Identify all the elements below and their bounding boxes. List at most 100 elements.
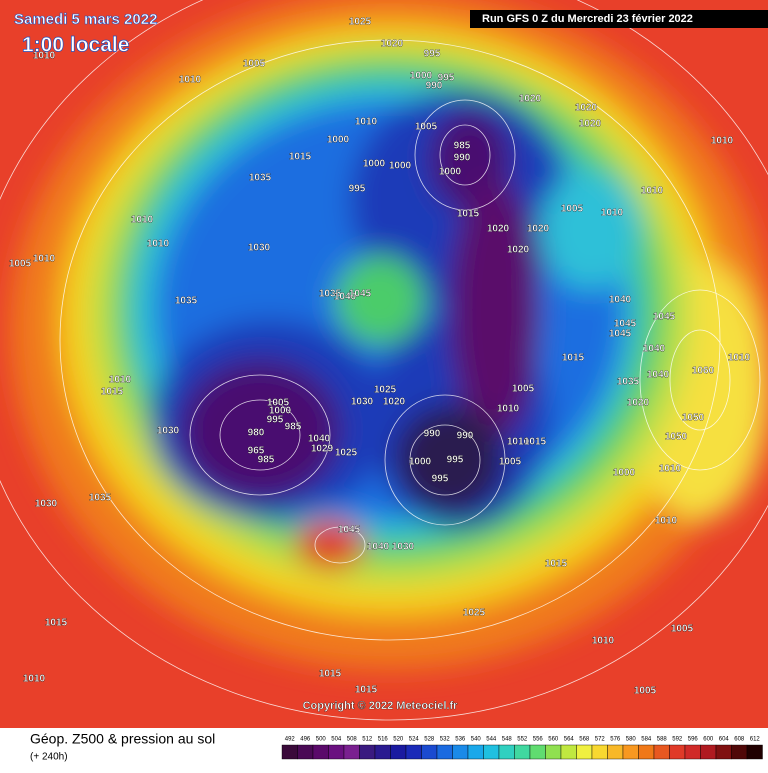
colorbar-tick-label: 576 [610, 737, 621, 743]
pressure-label: 1040 [334, 292, 357, 303]
pressure-label: 1010 [109, 375, 132, 386]
pressure-label: 1030 [392, 542, 415, 553]
pressure-label: 1005 [499, 457, 522, 468]
colorbar-swatch [312, 744, 329, 760]
colorbar-tick-label: 540 [471, 737, 482, 743]
run-box [470, 10, 768, 28]
colorbar-swatch [328, 744, 345, 760]
colorbar-swatch [436, 744, 453, 760]
colorbar-swatch [607, 744, 624, 760]
colorbar-tick-label: 512 [362, 737, 373, 743]
pressure-label: 985 [258, 455, 275, 466]
pressure-label: 1005 [267, 398, 290, 409]
pressure-label: 1040 [367, 542, 390, 553]
colorbar-tick-label: 596 [688, 737, 699, 743]
pressure-label: 1000 [409, 457, 432, 468]
pressure-label: 1010 [655, 516, 678, 527]
pressure-label: 995 [267, 415, 284, 426]
pressure-label: 1010 [33, 51, 56, 62]
colorbar-swatch [576, 744, 593, 760]
colorbar-swatch [390, 744, 407, 760]
pressure-label: 1015 [562, 353, 585, 364]
pressure-label: 1035 [617, 377, 640, 388]
colorbar-tick-label: 524 [409, 737, 420, 743]
pressure-label: 1020 [519, 94, 542, 105]
pressure-label: 1030 [35, 499, 58, 510]
colorbar-tick-label: 496 [300, 737, 311, 743]
pressure-label: 1010 [507, 437, 530, 448]
pressure-label: 1025 [335, 448, 358, 459]
colorbar-swatch [545, 744, 562, 760]
colorbar-swatch [281, 744, 298, 760]
pressure-label: 1005 [415, 122, 438, 133]
pressure-label: 1005 [243, 59, 266, 70]
pressure-label: 1005 [9, 259, 32, 270]
colorbar-swatch [529, 744, 546, 760]
pressure-label: 1000 [389, 161, 412, 172]
pressure-label: 1020 [527, 224, 550, 235]
copyright: Copyright © 2022 Meteociel.fr [303, 700, 459, 712]
colorbar-tick-label: 552 [517, 737, 528, 743]
pressure-label: 1000 [613, 468, 636, 479]
colorbar-tick-label: 536 [455, 737, 466, 743]
colorbar-swatch [715, 744, 732, 760]
colorbar-tick-label: 568 [579, 737, 590, 743]
pressure-label: 1050 [665, 432, 688, 443]
colorbar-tick-label: 556 [533, 737, 544, 743]
colorbar-swatch [731, 744, 748, 760]
colorbar-tick-label: 532 [440, 737, 451, 743]
pressure-label: 1010 [659, 464, 682, 475]
colorbar-tick-label: 508 [347, 737, 358, 743]
colorbar-swatch [653, 744, 670, 760]
colorbar-tick-label: 604 [719, 737, 730, 743]
pressure-label: 995 [447, 455, 464, 466]
map-field [0, 0, 768, 728]
pressure-label: 1040 [609, 295, 632, 306]
legend-lead: (+ 240h) [30, 752, 68, 763]
pressure-label: 1010 [23, 674, 46, 685]
pressure-label: 1020 [575, 103, 598, 114]
pressure-label: 1000 [327, 135, 350, 146]
colorbar-swatch [359, 744, 376, 760]
colorbar-swatch [514, 744, 531, 760]
pressure-label: 1015 [524, 437, 547, 448]
colorbar-swatch [467, 744, 484, 760]
colorbar-swatch [684, 744, 701, 760]
colorbar-swatch [297, 744, 314, 760]
colorbar-swatch [343, 744, 360, 760]
pressure-label: 1010 [728, 353, 751, 364]
legend-title: Géop. Z500 & pression au sol [30, 731, 215, 747]
pressure-label: 1015 [101, 387, 124, 398]
colorbar-swatch [669, 744, 686, 760]
pressure-label: 1000 [410, 71, 433, 82]
pressure-label: 1029 [311, 444, 334, 455]
pressure-label: 1000 [269, 406, 292, 417]
colorbar-swatch [498, 744, 515, 760]
pressure-label: 1010 [33, 254, 56, 265]
pressure-label: 1015 [545, 559, 568, 570]
pressure-label: 1025 [463, 608, 486, 619]
colorbar-tick-label: 608 [734, 737, 745, 743]
pressure-label: 995 [424, 49, 441, 60]
pressure-label: 1025 [349, 17, 372, 28]
pressure-label: 1045 [338, 525, 361, 536]
pressure-label: 1000 [363, 159, 386, 170]
pressure-label: 985 [285, 422, 302, 433]
pressure-label: 1010 [601, 208, 624, 219]
colorbar-tick-label: 584 [641, 737, 652, 743]
pressure-label: 1040 [643, 344, 666, 355]
pressure-label: 1010 [497, 404, 520, 415]
colorbar-swatch [591, 744, 608, 760]
pressure-label: 980 [248, 428, 265, 439]
pressure-label: 1040 [308, 434, 331, 445]
colorbar-tick-label: 592 [672, 737, 683, 743]
colorbar-swatch [405, 744, 422, 760]
colorbar-swatch [746, 744, 763, 760]
colorbar-tick-label: 500 [316, 737, 327, 743]
pressure-label: 1030 [351, 397, 374, 408]
colorbar-tick-label: 504 [331, 737, 342, 743]
colorbar-swatch [638, 744, 655, 760]
pressure-label: 1040 [647, 370, 670, 381]
colorbar-swatch [483, 744, 500, 760]
